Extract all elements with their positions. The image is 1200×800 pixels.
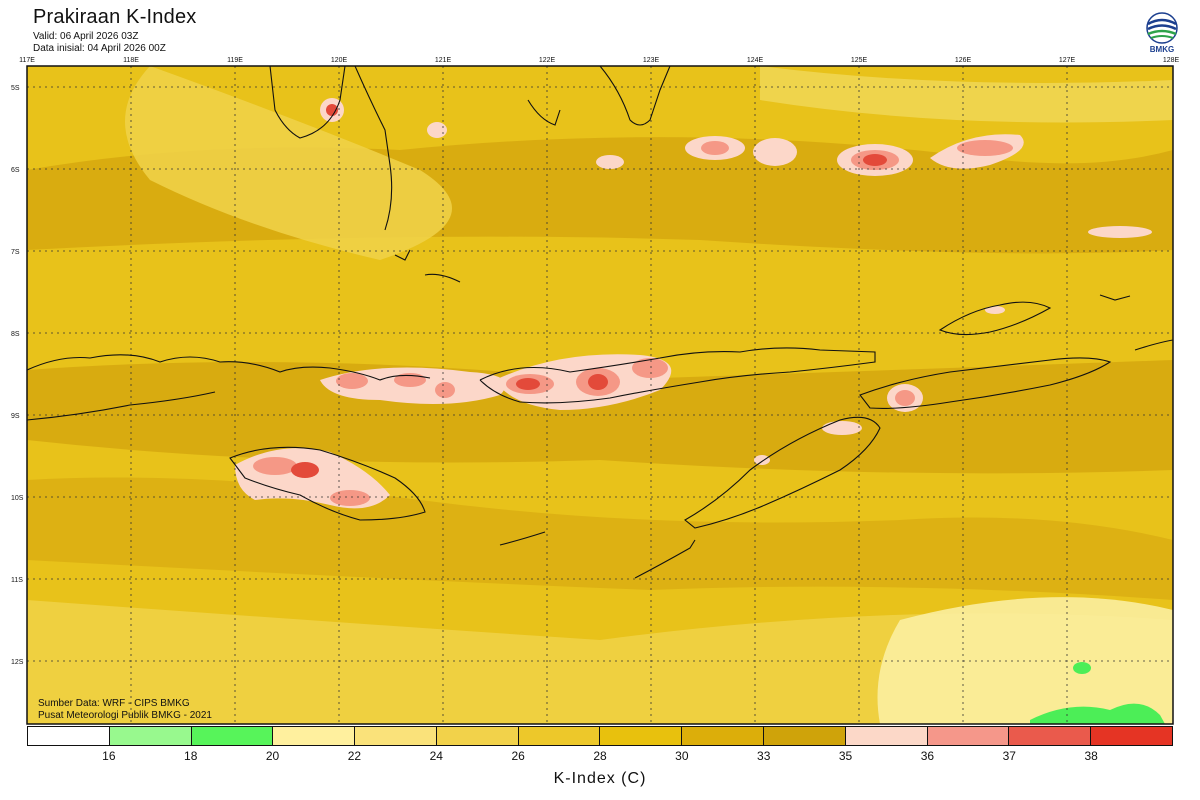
colorbar-tick-label: 30 bbox=[675, 749, 689, 763]
longitude-labels: 117E 118E 119E 120E 121E 122E 123E 124E 125E 126E… bbox=[19, 57, 1179, 64]
rote bbox=[634, 539, 696, 579]
colorbar-segment bbox=[191, 727, 274, 745]
colorbar-segment bbox=[436, 727, 519, 745]
colorbar-tick-label: 28 bbox=[593, 749, 607, 763]
pale-area-northeast bbox=[760, 66, 1173, 123]
colorbar-segment bbox=[518, 727, 601, 745]
banda-island bbox=[938, 301, 1052, 336]
colorbar-tick-label: 20 bbox=[265, 749, 280, 763]
bali bbox=[27, 391, 216, 421]
sumbawa-lombok bbox=[27, 354, 431, 381]
colorbar-segment bbox=[1091, 727, 1172, 745]
k-index-colorbar bbox=[27, 726, 1173, 746]
longitude-label: 122E bbox=[539, 57, 556, 64]
colorbar-unit-label: K-Index (C) bbox=[553, 770, 647, 787]
colorbar-tick-label: 16 bbox=[102, 749, 116, 763]
buton bbox=[599, 66, 671, 126]
colorbar-tick-label: 36 bbox=[920, 749, 935, 763]
longitude-label: 125E bbox=[851, 57, 868, 64]
islands-east bbox=[1099, 294, 1131, 301]
sumba bbox=[229, 446, 426, 521]
wetar-alor bbox=[859, 357, 1112, 409]
publisher-credit: Pusat Meteorologi Publik BMKG - 2021 bbox=[38, 710, 212, 721]
longitude-label: 124E bbox=[747, 57, 764, 64]
valid-time: Valid: 06 April 2026 03Z bbox=[33, 31, 139, 42]
data-source-credit: Sumber Data: WRF - CIPS BMKG bbox=[38, 698, 190, 709]
colorbar-tick-label: 26 bbox=[511, 749, 525, 763]
longitude-label: 127E bbox=[1059, 57, 1076, 64]
colorbar-segment bbox=[682, 727, 765, 745]
colorbar-segment bbox=[109, 727, 192, 745]
colorbar-segment bbox=[927, 727, 1010, 745]
latitude-label: 5S bbox=[11, 85, 20, 92]
longitude-label: 120E bbox=[331, 57, 348, 64]
green-area bbox=[1030, 703, 1165, 724]
bmkg-logo-text: BMKG bbox=[1149, 45, 1175, 54]
pale-area-southeast bbox=[877, 597, 1173, 724]
colorbar-segment bbox=[600, 727, 683, 745]
latitude-label: 10S bbox=[11, 495, 24, 502]
colorbar-tick-label: 37 bbox=[1002, 749, 1016, 763]
colorbar-segment bbox=[273, 727, 356, 745]
colorbar-tick-label: 35 bbox=[838, 749, 853, 763]
colorbar-segment bbox=[845, 727, 928, 745]
longitude-label: 126E bbox=[955, 57, 972, 64]
latitude-label: 9S bbox=[11, 413, 20, 420]
longitude-label: 128E bbox=[1163, 57, 1180, 64]
colorbar-tick-label: 22 bbox=[347, 749, 362, 763]
longitude-label: 117E bbox=[19, 57, 35, 64]
latitude-label: 11S bbox=[11, 577, 23, 584]
savu bbox=[499, 531, 546, 546]
colorbar-tick-label: 33 bbox=[757, 749, 771, 763]
timor bbox=[684, 416, 881, 529]
latitude-labels: 5S 6S 7S 8S 9S 10S 11S 12S bbox=[11, 85, 24, 666]
colorbar-tick-label: 24 bbox=[429, 749, 443, 763]
latitude-label: 6S bbox=[11, 167, 20, 174]
green-spot bbox=[1073, 662, 1091, 674]
colorbar-segment bbox=[355, 727, 437, 745]
flores-small bbox=[424, 273, 461, 283]
tanimbar bbox=[1134, 339, 1173, 351]
light-band-northwest bbox=[125, 66, 452, 260]
island-north-1 bbox=[527, 99, 561, 126]
latitude-label: 8S bbox=[11, 331, 20, 338]
bmkg-logo-icon bbox=[1146, 12, 1178, 44]
convective-cores bbox=[235, 98, 1152, 509]
coastlines bbox=[27, 66, 1173, 579]
colorbar-tick-label: 38 bbox=[1084, 749, 1098, 763]
sulawesi-southeast bbox=[354, 66, 393, 231]
flores bbox=[479, 347, 876, 404]
longitude-label: 121E bbox=[435, 57, 452, 64]
colorbar-segment bbox=[764, 727, 846, 745]
dark-band-south bbox=[27, 477, 1173, 600]
longitude-label: 123E bbox=[643, 57, 660, 64]
sulawesi-south-arm bbox=[269, 66, 346, 139]
selayar bbox=[394, 249, 411, 261]
latitude-label: 12S bbox=[11, 659, 24, 666]
longitude-label: 118E bbox=[123, 57, 139, 64]
latitude-label: 7S bbox=[11, 249, 20, 256]
longitude-label: 119E bbox=[227, 57, 243, 64]
colorbar-tick-label: 18 bbox=[184, 749, 198, 763]
colorbar-segment bbox=[28, 727, 110, 745]
colorbar-segment bbox=[1009, 727, 1092, 745]
map-title: Prakiraan K-Index bbox=[33, 6, 197, 28]
dark-band-central bbox=[27, 360, 1173, 474]
initial-data-time: Data inisial: 04 April 2026 00Z bbox=[33, 43, 166, 54]
map-frame bbox=[26, 65, 1174, 725]
